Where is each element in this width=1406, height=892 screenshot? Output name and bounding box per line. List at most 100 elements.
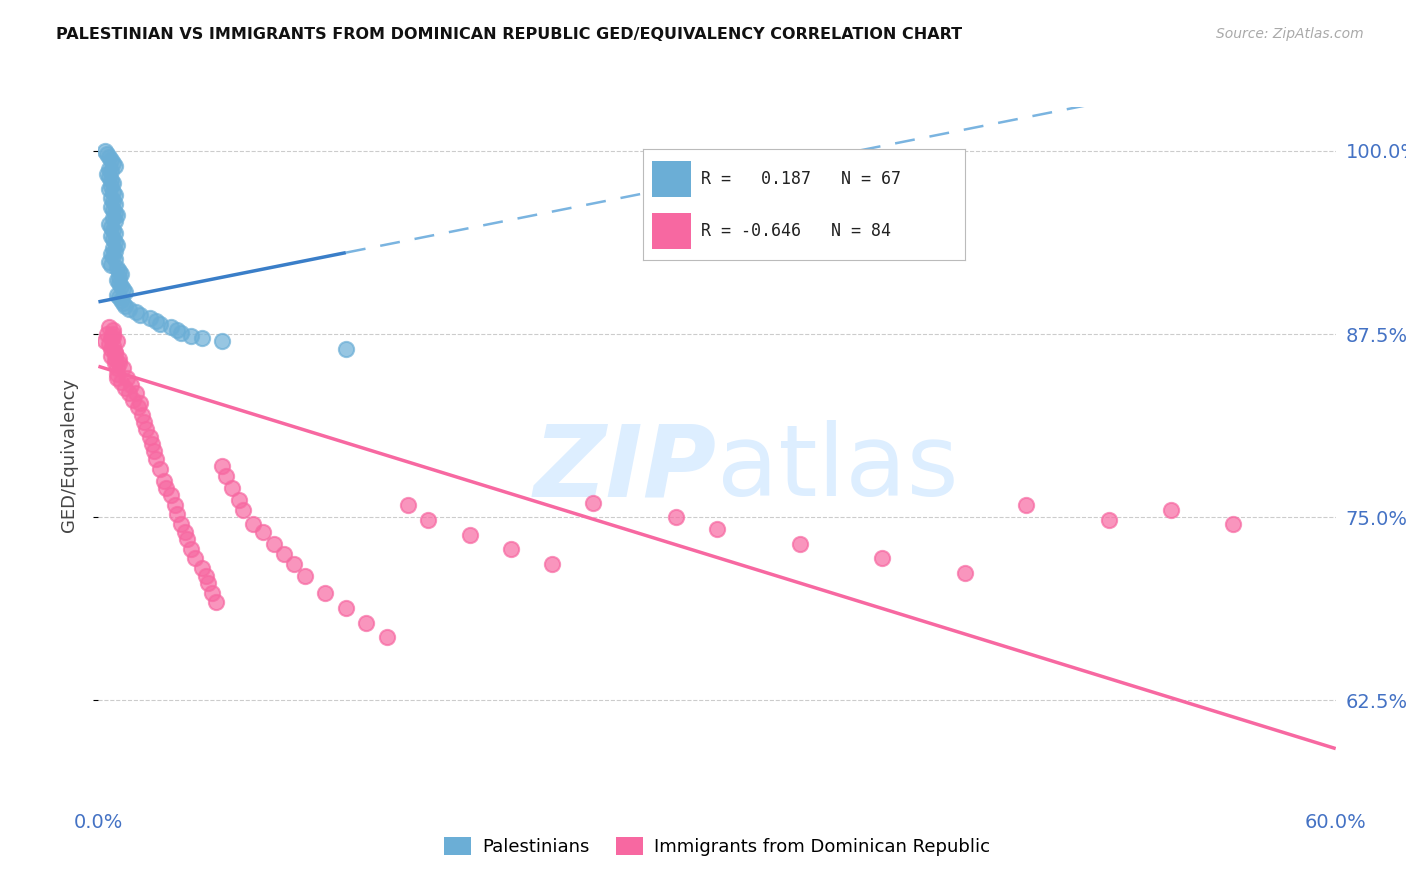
Point <box>96 327 118 342</box>
Point <box>100 191 122 205</box>
Point <box>211 334 233 349</box>
Point <box>114 381 136 395</box>
Point <box>190 561 212 575</box>
Point <box>314 586 336 600</box>
Point <box>100 220 122 235</box>
Point <box>112 360 135 375</box>
Point <box>105 367 128 381</box>
Point <box>145 314 167 328</box>
Point <box>139 429 162 443</box>
Point <box>283 557 305 571</box>
Point <box>110 267 132 281</box>
Point <box>101 194 124 208</box>
Point <box>104 356 127 370</box>
Point <box>335 601 357 615</box>
Point <box>101 185 124 199</box>
Point <box>108 351 131 366</box>
Point <box>180 542 202 557</box>
Point <box>174 524 197 539</box>
Point <box>108 290 131 304</box>
Point <box>114 299 136 313</box>
Point <box>145 451 167 466</box>
Point <box>499 542 522 557</box>
Point <box>100 179 122 194</box>
Point <box>114 285 136 299</box>
Point <box>155 481 177 495</box>
Point <box>128 308 150 322</box>
Point <box>104 188 127 202</box>
Point <box>100 342 122 356</box>
Point <box>180 328 202 343</box>
Point <box>105 261 128 276</box>
Point <box>149 462 172 476</box>
Point <box>97 161 120 176</box>
Point <box>105 209 128 223</box>
Point <box>105 237 128 252</box>
Point <box>104 226 127 240</box>
Point <box>375 630 398 644</box>
Point <box>97 182 120 196</box>
Point <box>108 264 131 278</box>
Point <box>101 211 124 226</box>
Point <box>105 334 128 349</box>
Text: ZIP: ZIP <box>534 420 717 517</box>
Point <box>139 310 162 325</box>
Point <box>149 317 172 331</box>
Point <box>104 344 127 359</box>
Point <box>101 232 124 246</box>
Point <box>101 330 124 344</box>
Point <box>97 217 120 231</box>
Point <box>104 159 127 173</box>
Point <box>273 547 295 561</box>
Point <box>100 349 122 363</box>
Point <box>108 276 131 290</box>
Point <box>953 566 976 580</box>
Point <box>232 503 254 517</box>
Text: Source: ZipAtlas.com: Source: ZipAtlas.com <box>1216 27 1364 41</box>
Point <box>128 396 150 410</box>
Point <box>170 326 193 340</box>
Point <box>458 527 481 541</box>
Point <box>105 360 128 375</box>
Point <box>100 331 122 345</box>
Point <box>221 481 243 495</box>
Point <box>104 214 127 228</box>
Point <box>159 488 181 502</box>
Point <box>104 244 127 258</box>
Point <box>104 196 127 211</box>
Point <box>143 444 166 458</box>
Point <box>122 392 145 407</box>
Point <box>101 155 124 169</box>
Point <box>1222 517 1244 532</box>
Point <box>706 522 728 536</box>
Point <box>789 536 811 550</box>
Point <box>228 492 250 507</box>
Point <box>163 499 186 513</box>
Point <box>97 337 120 351</box>
Point <box>205 595 228 609</box>
Point <box>870 551 893 566</box>
Point <box>105 273 128 287</box>
Point <box>100 153 122 167</box>
Bar <box>652 161 692 196</box>
Point <box>356 615 378 630</box>
Point <box>396 499 419 513</box>
Point <box>100 164 122 178</box>
Point <box>105 371 128 385</box>
Bar <box>652 213 692 249</box>
Point <box>541 557 564 571</box>
Point <box>101 323 124 337</box>
Legend: Palestinians, Immigrants from Dominican Republic: Palestinians, Immigrants from Dominican … <box>437 830 997 863</box>
Point <box>418 513 440 527</box>
Text: R = -0.646   N = 84: R = -0.646 N = 84 <box>700 222 891 240</box>
Point <box>263 536 285 550</box>
Point <box>101 339 124 353</box>
Point <box>97 170 120 185</box>
Point <box>101 223 124 237</box>
Point <box>110 376 132 390</box>
Point <box>176 532 198 546</box>
Point <box>100 229 122 244</box>
Point <box>110 293 132 308</box>
Point <box>101 241 124 255</box>
Point <box>190 331 212 345</box>
